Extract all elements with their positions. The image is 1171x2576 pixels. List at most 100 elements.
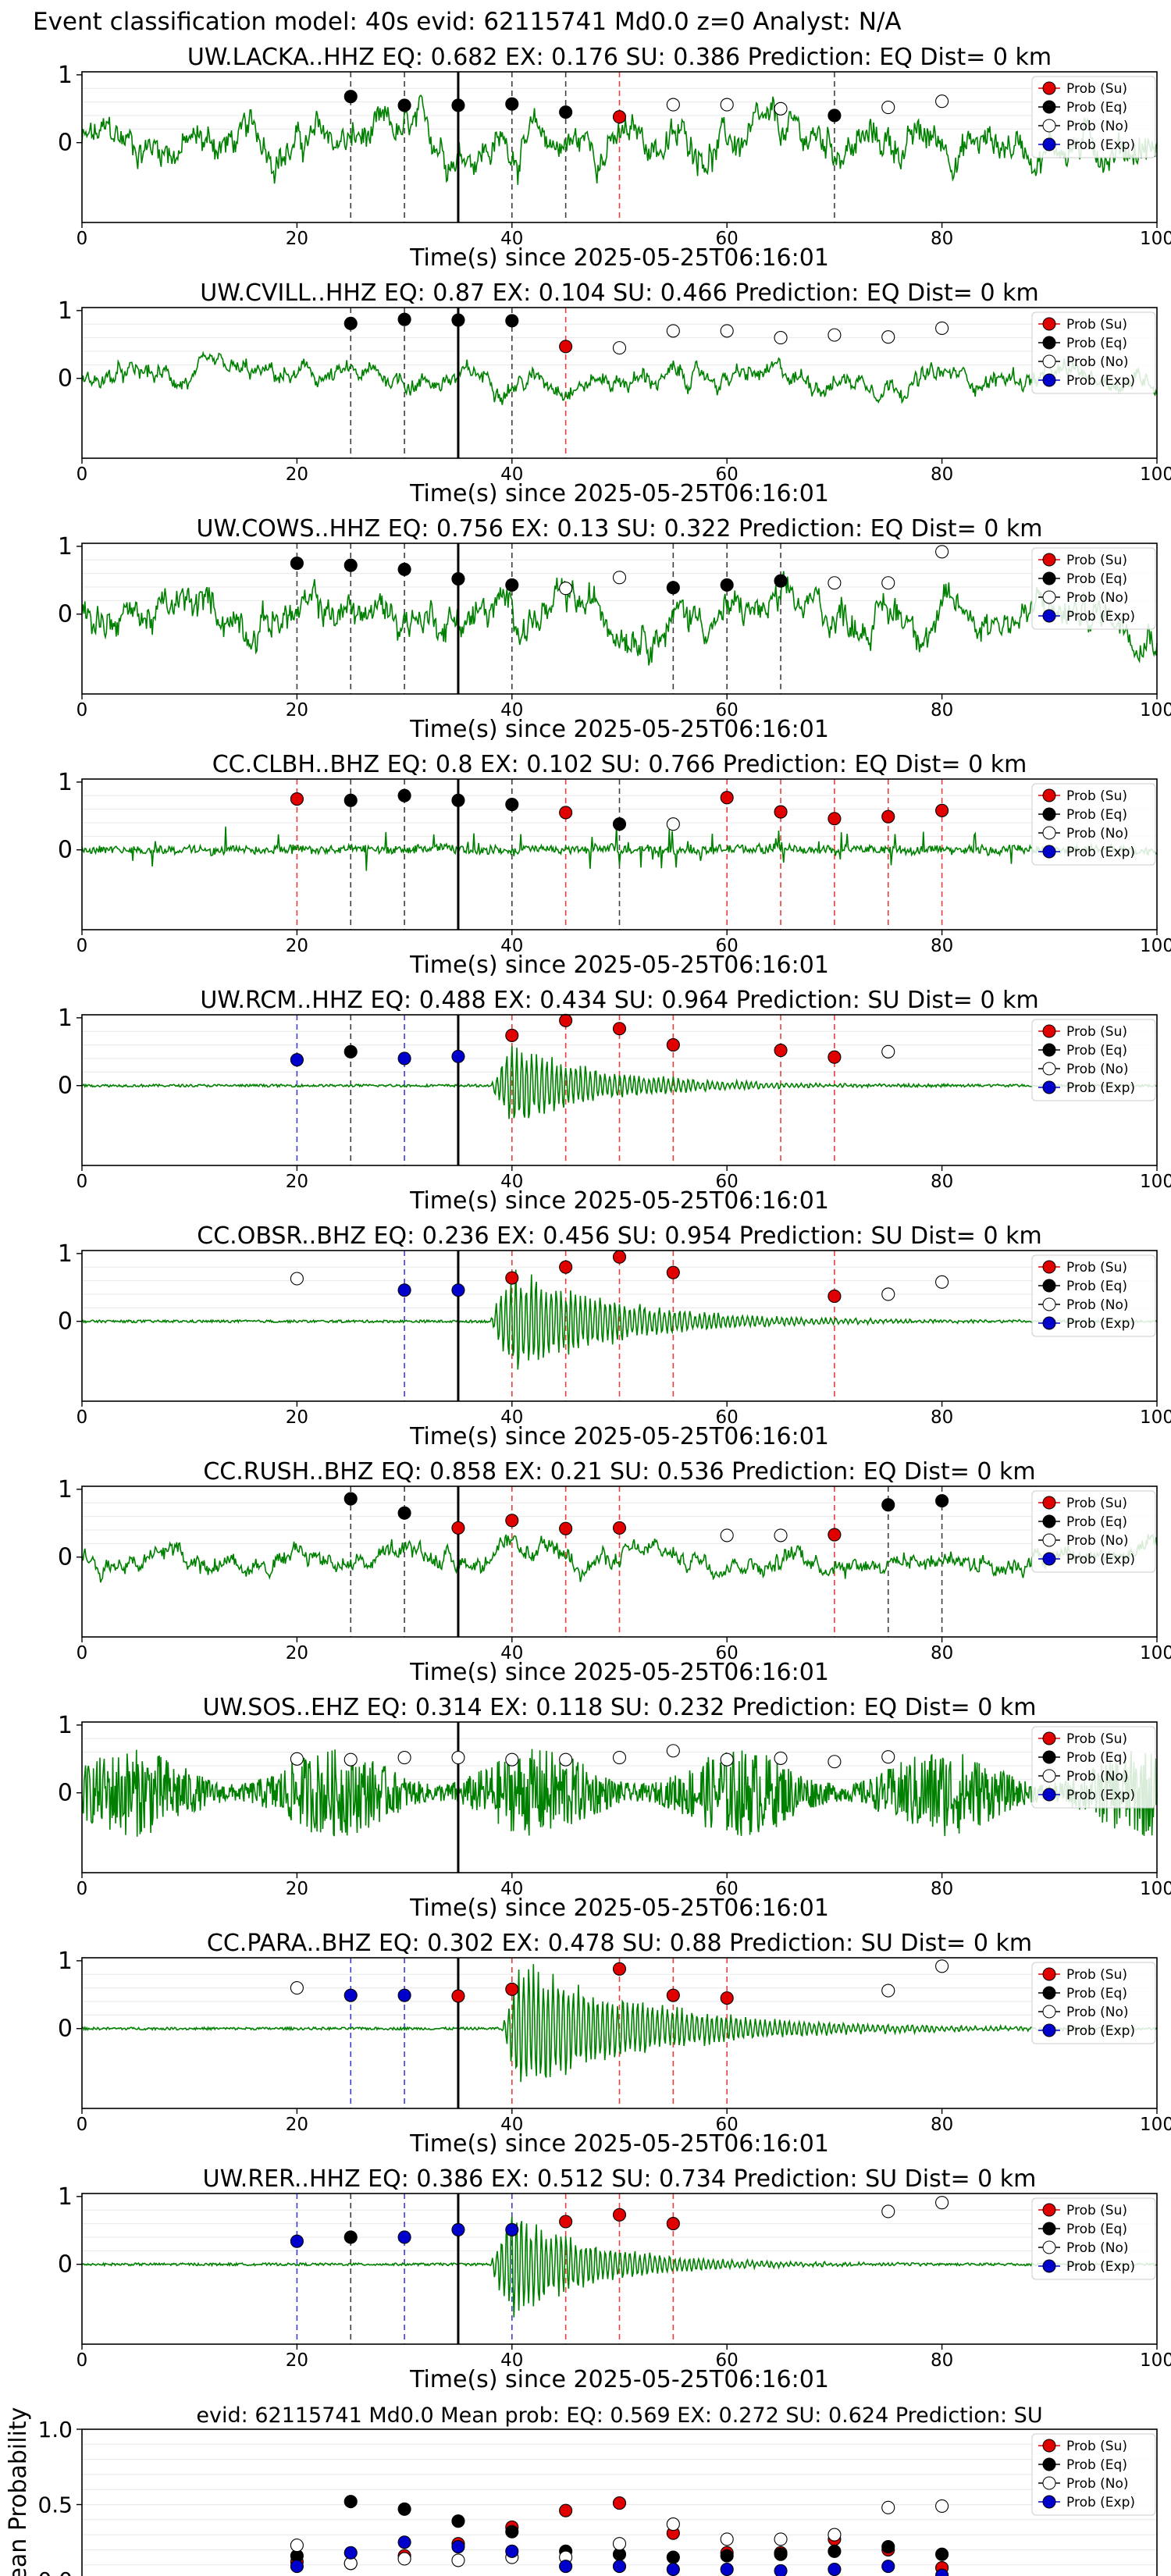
mean-marker-exp (612, 2560, 627, 2574)
prob-marker-su (666, 1265, 680, 1279)
x-tick-label: 40 (500, 464, 523, 485)
legend-marker (1042, 826, 1056, 840)
x-tick-label: 80 (931, 936, 953, 956)
x-tick-label: 60 (716, 2115, 739, 2135)
x-tick-label: 100 (1140, 1879, 1171, 1899)
panel-title: CC.CLBH..BHZ EQ: 0.8 EX: 0.102 SU: 0.766… (212, 751, 1027, 778)
legend-label: Prob (Su) (1066, 81, 1127, 97)
prob-marker-no (720, 1528, 734, 1542)
x-tick-label: 40 (500, 936, 523, 956)
legend-marker (1042, 1260, 1056, 1274)
prob-marker-su (666, 1038, 680, 1052)
prob-marker-su (828, 1290, 842, 1304)
y-tick-label: 1 (58, 1948, 73, 1975)
x-axis-label: Time(s) since 2025-05-25T06:16:01 (409, 1659, 829, 1686)
prob-marker-no (881, 1750, 895, 1764)
y-tick-label: 0 (58, 130, 73, 157)
x-tick-label: 60 (716, 700, 739, 720)
legend-marker (1042, 1514, 1056, 1528)
x-tick-label: 80 (931, 2115, 953, 2135)
prob-marker-no (881, 2204, 895, 2218)
prob-marker-no (666, 817, 680, 831)
legend-marker (1042, 2203, 1056, 2217)
prob-marker-su (612, 2208, 627, 2222)
y-tick-label: 1 (58, 1712, 73, 1739)
mean-marker-eq (828, 2544, 842, 2558)
legend-label: Prob (No) (1066, 2240, 1129, 2256)
prob-marker-no (720, 98, 734, 112)
legend-label: Prob (Eq) (1066, 1279, 1127, 1294)
x-tick-label: 20 (286, 1172, 308, 1192)
x-tick-label: 40 (500, 700, 523, 720)
waveform-trace (81, 350, 1158, 405)
prob-marker-exp (451, 1283, 465, 1297)
prob-marker-su (505, 1271, 519, 1285)
legend-marker (1042, 2259, 1056, 2273)
panels: UW.LACKA..HHZ EQ: 0.682 EX: 0.176 SU: 0.… (5, 44, 1171, 2576)
legend-marker (1042, 1769, 1056, 1783)
prob-marker-eq (505, 578, 519, 592)
prob-marker-su (612, 1962, 627, 1976)
mean-marker-no (451, 2553, 465, 2567)
axes-frame (81, 307, 1158, 459)
mean-marker-exp (451, 2539, 465, 2554)
legend-box (1031, 783, 1156, 866)
prob-marker-no (881, 576, 895, 590)
prob-marker-no (828, 328, 842, 342)
x-tick-label: 100 (1140, 229, 1171, 249)
y-tick-label: 1 (58, 2183, 73, 2211)
x-tick-label: 80 (931, 1643, 953, 1663)
x-tick-label: 100 (1140, 936, 1171, 956)
prob-marker-su (774, 805, 788, 819)
prob-marker-eq (290, 557, 304, 571)
prob-marker-eq (505, 314, 519, 328)
prob-marker-eq (935, 1494, 949, 1508)
x-tick-label: 40 (500, 1172, 523, 1192)
legend-label: Prob (Eq) (1066, 2457, 1127, 2473)
prob-marker-su (559, 340, 573, 354)
legend-box (1031, 311, 1156, 394)
prob-marker-eq (559, 105, 573, 119)
legend-marker (1042, 1533, 1056, 1547)
waveform-trace (81, 1749, 1158, 1837)
legend-marker (1042, 2495, 1056, 2509)
legend-marker (1042, 1080, 1056, 1094)
waveform-trace (81, 94, 1158, 185)
prob-marker-su (828, 1528, 842, 1542)
x-tick-label: 80 (931, 464, 953, 485)
y-tick-label: 0.0 (37, 2567, 73, 2576)
prob-marker-su (666, 2217, 680, 2231)
prob-marker-su (451, 1521, 465, 1535)
prob-marker-no (774, 101, 788, 116)
prob-marker-exp (505, 2222, 519, 2236)
prob-marker-su (559, 1260, 573, 1274)
y-tick-label: 1 (58, 769, 73, 796)
legend-label: Prob (Eq) (1066, 1514, 1127, 1530)
x-tick-label: 80 (931, 2350, 953, 2371)
x-tick-label: 100 (1140, 2350, 1171, 2371)
prob-marker-no (774, 331, 788, 345)
prob-marker-eq (343, 316, 358, 330)
waveform-trace (81, 1964, 1158, 2083)
legend-marker (1042, 1750, 1056, 1764)
x-tick-label: 40 (500, 1879, 523, 1899)
mean-marker-su (612, 2496, 627, 2510)
legend-box (1031, 1726, 1156, 1809)
legend-marker (1042, 373, 1056, 387)
panel-2: UW.COWS..HHZ EQ: 0.756 EX: 0.13 SU: 0.32… (58, 515, 1171, 743)
axes-frame (81, 1250, 1158, 1402)
mean-marker-eq (343, 2495, 358, 2509)
prob-marker-su (881, 809, 895, 824)
x-tick-label: 20 (286, 700, 308, 720)
waveform-trace (81, 1045, 1158, 1119)
y-tick-label: 0 (58, 365, 73, 393)
legend-box (1031, 2433, 1156, 2516)
x-tick-label: 40 (500, 2350, 523, 2371)
legend-label: Prob (No) (1066, 826, 1129, 841)
legend-label: Prob (No) (1066, 2005, 1129, 2020)
panel-title: UW.COWS..HHZ EQ: 0.756 EX: 0.13 SU: 0.32… (197, 515, 1043, 543)
prob-marker-eq (612, 817, 627, 831)
x-tick-label: 20 (286, 1407, 308, 1428)
panel-3: CC.CLBH..BHZ EQ: 0.8 EX: 0.102 SU: 0.766… (58, 751, 1171, 979)
y-tick-label: 0 (58, 1308, 73, 1336)
